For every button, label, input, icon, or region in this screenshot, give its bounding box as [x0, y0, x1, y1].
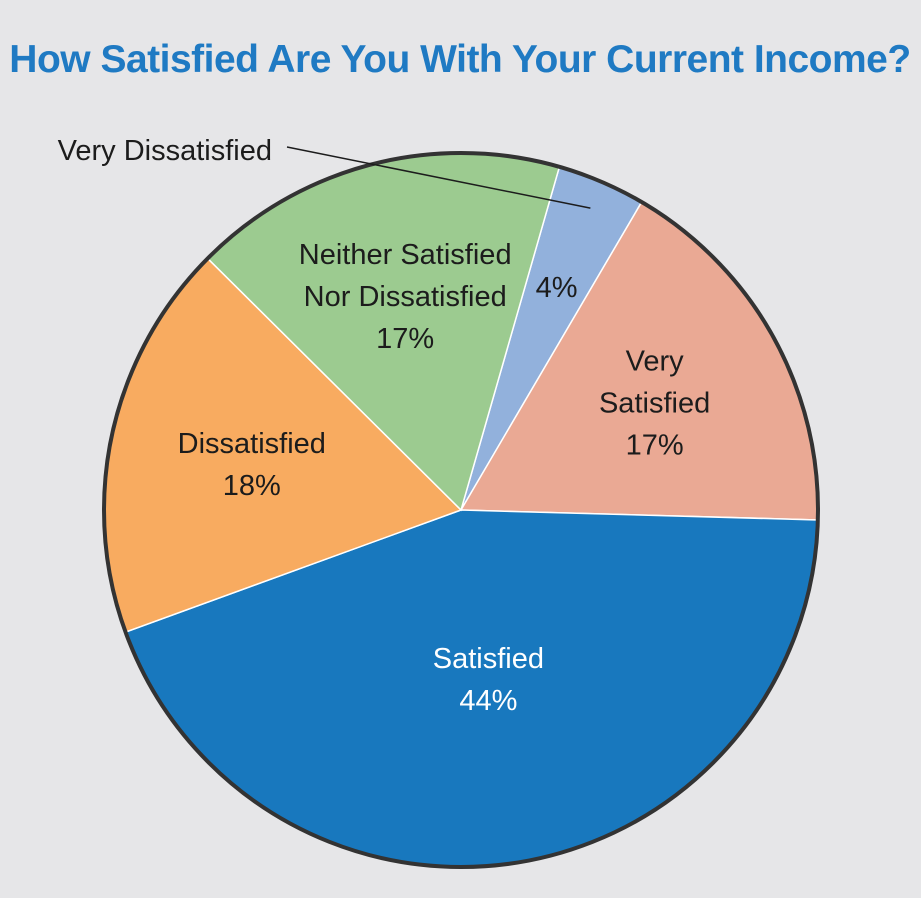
- slice-label-neither-satisfied-nor-dissatisfied: Neither Satisfied Nor Dissatisfied 17%: [299, 239, 512, 355]
- chart-title: How Satisfied Are You With Your Current …: [9, 38, 910, 81]
- callout-line: [286, 146, 591, 209]
- slice-label-dissatisfied: Dissatisfied 18%: [178, 428, 326, 502]
- pie-slices: [103, 152, 819, 868]
- slice-label-very-dissatisfied: 4%: [536, 272, 578, 304]
- slice-labels: 4% Very Satisfied 17% Satisfied 44% Dissatisfi…: [178, 239, 711, 717]
- callout-label: Very Dissatisfied: [58, 135, 272, 167]
- slice-label-very-satisfied: Very Satisfied 17%: [599, 346, 710, 462]
- pie-outline: [102, 151, 820, 869]
- slice-label-satisfied: Satisfied 44%: [433, 643, 544, 717]
- callouts: Very Dissatisfied: [58, 135, 591, 209]
